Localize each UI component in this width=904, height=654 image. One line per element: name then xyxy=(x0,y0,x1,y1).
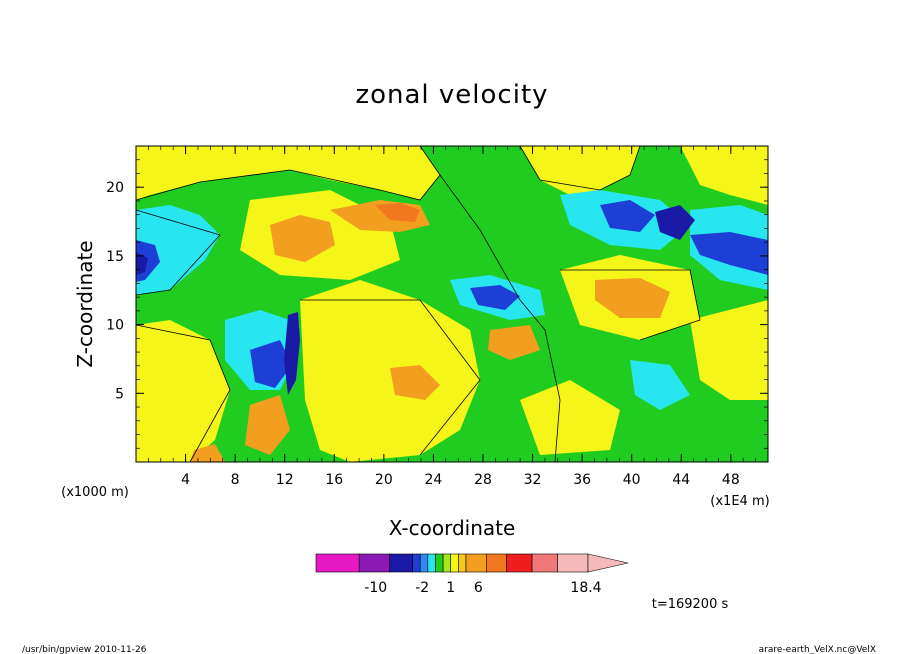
time-label: t=169200 s xyxy=(652,597,729,612)
y-axis-label: Z-coordinate xyxy=(73,240,97,367)
colorbar-bin xyxy=(465,553,487,573)
x-tick-label: 24 xyxy=(424,472,442,488)
x-tick-label: 44 xyxy=(672,472,690,488)
colorbar-tick-label: -10 xyxy=(364,580,387,596)
x-tick-label: 32 xyxy=(524,472,542,488)
colorbar-bin xyxy=(315,553,360,573)
contour-region xyxy=(488,325,540,360)
contour-region xyxy=(655,205,695,240)
y-tick-label: 15 xyxy=(106,249,124,265)
x-tick-label: 4 xyxy=(181,472,190,488)
x-tick-label: 8 xyxy=(231,472,240,488)
colorbar-bin xyxy=(435,553,444,573)
colorbar-bin xyxy=(412,553,421,573)
x-tick-label: 12 xyxy=(276,472,294,488)
colorbar-bin xyxy=(358,553,391,573)
x-tick-label: 20 xyxy=(375,472,393,488)
x-axis-label: X-coordinate xyxy=(389,516,516,540)
y-axis: 5 10 15 20 xyxy=(106,159,768,449)
colorbar-tick-label: 18.4 xyxy=(570,580,601,596)
y-units-label: (x1000 m) xyxy=(61,485,129,500)
contour-region xyxy=(690,232,768,275)
contour-region xyxy=(470,285,520,310)
y-tick-label: 5 xyxy=(115,386,124,402)
colorbar-extend-arrow xyxy=(587,553,629,573)
footer-right: arare-earth_VelX.nc@VelX xyxy=(759,645,876,654)
contour-region xyxy=(390,365,440,400)
contour-region xyxy=(630,360,690,410)
contour-region xyxy=(245,395,290,455)
contour-lines xyxy=(136,146,701,462)
x-tick-label: 28 xyxy=(474,472,492,488)
colorbar-bin xyxy=(389,553,413,573)
contour-region xyxy=(520,380,620,455)
y-tick-label: 20 xyxy=(106,180,124,196)
contour-region xyxy=(300,280,480,462)
contour-region xyxy=(270,215,335,262)
contour-region xyxy=(190,444,225,462)
x-tick-label: 36 xyxy=(573,472,591,488)
contour-region xyxy=(136,252,148,275)
contour-region xyxy=(136,205,220,295)
colorbar-bin xyxy=(442,553,452,573)
contour-region xyxy=(136,320,230,462)
colorbar-bin xyxy=(557,553,589,573)
contour-region xyxy=(595,278,670,318)
x-tick-label: 48 xyxy=(722,472,740,488)
contour-region xyxy=(250,340,292,388)
x-axis: 4 8 12 16 20 24 28 32 36 40 44 48 xyxy=(148,146,756,488)
contour-region xyxy=(520,146,640,195)
colorbar-bin xyxy=(419,553,429,573)
contour-region xyxy=(690,300,768,400)
colorbar xyxy=(315,553,629,573)
contour-region xyxy=(600,200,655,232)
colorbar-tick-label: -2 xyxy=(415,580,429,596)
colorbar-bin xyxy=(531,553,558,573)
colorbar-bin xyxy=(427,553,436,573)
plot-frame xyxy=(135,145,769,463)
x-units-label: (x1E4 m) xyxy=(710,494,769,509)
contour-region xyxy=(284,312,300,395)
colorbar-tick-label: 1 xyxy=(446,580,455,596)
colorbar-bin xyxy=(458,553,467,573)
x-tick-label: 16 xyxy=(325,472,343,488)
colorbar-ticks: -10 -2 1 6 18.4 xyxy=(364,580,601,596)
x-tick-label: 40 xyxy=(623,472,641,488)
chart-title: zonal velocity xyxy=(355,80,548,110)
colorbar-bin xyxy=(450,553,459,573)
colorbar-tick-label: 6 xyxy=(474,580,483,596)
contour-region xyxy=(680,146,768,205)
colorbar-bin xyxy=(486,553,507,573)
footer-left: /usr/bin/gpview 2010-11-26 xyxy=(22,645,147,654)
contour-field xyxy=(136,146,768,462)
y-tick-label: 10 xyxy=(106,318,124,334)
colorbar-bin xyxy=(506,553,533,573)
contour-region xyxy=(375,203,420,222)
